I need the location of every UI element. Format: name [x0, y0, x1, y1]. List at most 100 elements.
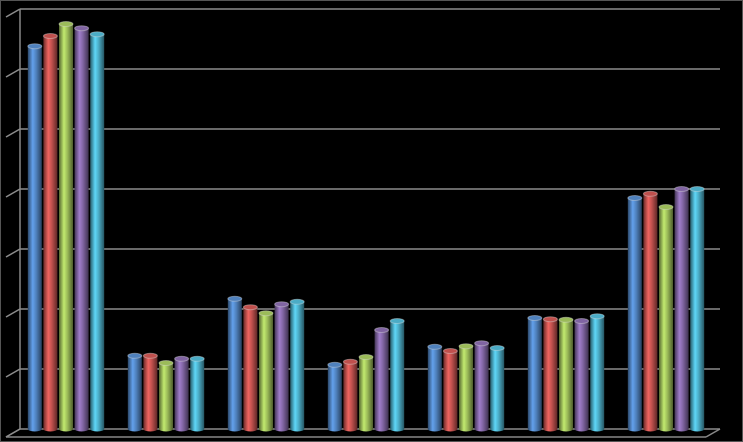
bar — [574, 321, 589, 429]
bar-cap — [627, 195, 643, 201]
bar-base — [343, 426, 358, 432]
tick-mark — [5, 188, 21, 198]
bar-base — [627, 426, 642, 432]
bar-base — [474, 426, 489, 432]
bar-cap — [589, 313, 605, 320]
bar-cap — [189, 355, 205, 362]
bar-cap — [427, 343, 443, 350]
bar — [174, 358, 189, 429]
axis-floor — [705, 428, 721, 438]
bar-base — [59, 426, 73, 432]
bar-base — [443, 426, 458, 432]
bar — [690, 189, 705, 429]
tick-mark — [5, 128, 21, 138]
bar-cap — [389, 318, 405, 324]
bar — [559, 319, 573, 429]
bar-base — [127, 426, 142, 432]
bar-cap — [474, 340, 490, 347]
bar — [474, 343, 489, 429]
bar-base — [374, 426, 389, 432]
bar — [43, 36, 58, 429]
bar — [674, 189, 689, 429]
bar-base — [543, 426, 558, 432]
bar-cap — [127, 352, 143, 359]
bar-cap — [458, 343, 474, 350]
bar — [427, 346, 442, 429]
bar-base — [74, 426, 89, 432]
bar-cap — [174, 355, 190, 362]
bar-base — [659, 426, 673, 432]
bar-cap — [642, 190, 658, 197]
bar-base — [27, 426, 42, 432]
bar-base — [559, 426, 573, 432]
bar-base — [574, 426, 589, 432]
bar-base — [174, 426, 189, 432]
bar — [359, 357, 373, 429]
bar-base — [459, 426, 473, 432]
bar-cap — [258, 310, 274, 317]
bar — [327, 364, 342, 429]
bar — [490, 348, 505, 429]
bar-cap — [89, 31, 105, 38]
bar-base — [527, 426, 542, 432]
bar-base — [490, 426, 505, 432]
bar-base — [390, 426, 405, 432]
bar — [443, 351, 458, 429]
bar — [127, 355, 142, 429]
bar-base — [290, 426, 305, 432]
bar — [90, 34, 105, 429]
bar-base — [90, 426, 105, 432]
bar-base — [643, 426, 658, 432]
tick-mark — [5, 428, 21, 438]
bar — [159, 363, 173, 429]
bar-cap — [658, 204, 674, 210]
bar-cap — [27, 43, 43, 50]
bar — [543, 319, 558, 429]
bar — [143, 355, 158, 429]
bar-cap — [74, 25, 90, 32]
bar-cap — [227, 295, 243, 302]
bar — [643, 193, 658, 429]
tick-mark — [5, 8, 21, 18]
bar — [290, 301, 305, 429]
bar-base — [227, 426, 242, 432]
bar-cap — [527, 315, 543, 321]
bar — [27, 46, 42, 429]
bar — [527, 318, 542, 429]
bar-cap — [689, 186, 705, 192]
bar-base — [590, 426, 605, 432]
bar-base — [674, 426, 689, 432]
bar — [74, 28, 89, 429]
bar-cap — [142, 352, 158, 359]
bar-cap — [489, 345, 505, 351]
bar-cap — [442, 348, 458, 354]
bar-cap — [327, 361, 343, 368]
bar — [190, 358, 205, 429]
bar-base — [143, 426, 158, 432]
bar-base — [243, 426, 258, 432]
bar-cap — [42, 33, 58, 39]
tick-mark — [5, 308, 21, 318]
bar-base — [690, 426, 705, 432]
bar — [274, 304, 289, 429]
bar — [374, 330, 389, 429]
bar — [459, 346, 473, 429]
bar — [59, 24, 73, 429]
tick-mark — [5, 368, 21, 378]
bar — [590, 316, 605, 429]
bar — [343, 361, 358, 429]
bar-base — [327, 426, 342, 432]
bar — [259, 313, 273, 429]
bar-base — [43, 426, 58, 432]
bar — [627, 198, 642, 429]
tick-mark — [5, 68, 21, 78]
bar-cap — [242, 304, 258, 311]
tick-mark — [5, 248, 21, 258]
bar-cap — [342, 358, 358, 365]
bar — [243, 307, 258, 429]
bar-cap — [289, 298, 305, 305]
bar-base — [274, 426, 289, 432]
bar-cap — [558, 316, 574, 323]
bar — [659, 207, 673, 429]
